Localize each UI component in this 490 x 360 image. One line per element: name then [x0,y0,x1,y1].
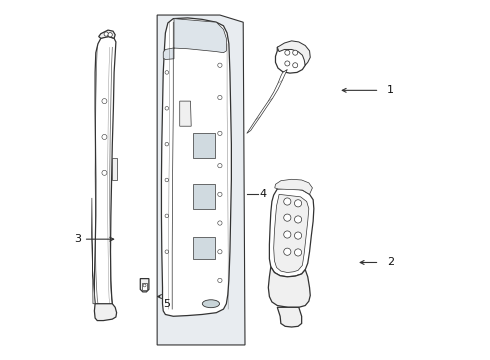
FancyBboxPatch shape [142,283,147,290]
Circle shape [218,95,222,100]
Circle shape [293,63,298,68]
Polygon shape [269,267,310,307]
Circle shape [165,214,169,218]
Circle shape [294,232,302,239]
Circle shape [285,61,290,66]
Polygon shape [157,15,245,345]
Polygon shape [180,101,191,126]
Circle shape [143,284,146,287]
Circle shape [285,50,290,55]
Text: 3: 3 [74,234,82,244]
Text: 2: 2 [387,257,394,267]
Polygon shape [247,69,287,134]
Polygon shape [92,198,95,304]
FancyBboxPatch shape [193,184,215,209]
Circle shape [165,142,169,146]
Text: 4: 4 [259,189,267,199]
Circle shape [218,192,222,197]
Circle shape [284,231,291,238]
Circle shape [218,131,222,135]
Circle shape [284,214,291,221]
Polygon shape [277,41,310,65]
Polygon shape [275,45,306,73]
Polygon shape [275,179,313,194]
Circle shape [294,200,302,207]
Circle shape [284,248,291,255]
Polygon shape [140,279,149,292]
Circle shape [218,63,222,67]
Circle shape [218,278,222,283]
Text: 5: 5 [164,299,171,309]
Circle shape [165,71,169,74]
Polygon shape [161,18,231,316]
Circle shape [294,216,302,223]
Polygon shape [95,304,117,320]
Circle shape [165,250,169,253]
Circle shape [104,32,108,36]
Polygon shape [277,307,302,327]
Polygon shape [270,188,314,277]
Text: 1: 1 [387,85,393,95]
FancyBboxPatch shape [193,237,215,259]
Circle shape [293,50,298,55]
Circle shape [218,163,222,168]
Circle shape [165,107,169,110]
Circle shape [294,249,302,256]
Polygon shape [95,37,116,309]
Circle shape [284,198,291,205]
Circle shape [108,33,112,37]
Polygon shape [98,30,115,39]
Circle shape [102,134,107,139]
FancyBboxPatch shape [193,134,215,158]
Polygon shape [163,19,226,59]
Circle shape [165,178,169,182]
Polygon shape [274,194,309,273]
Circle shape [102,170,107,175]
Ellipse shape [202,300,220,308]
Circle shape [102,99,107,104]
Circle shape [218,249,222,254]
Polygon shape [112,158,117,180]
Circle shape [218,221,222,225]
